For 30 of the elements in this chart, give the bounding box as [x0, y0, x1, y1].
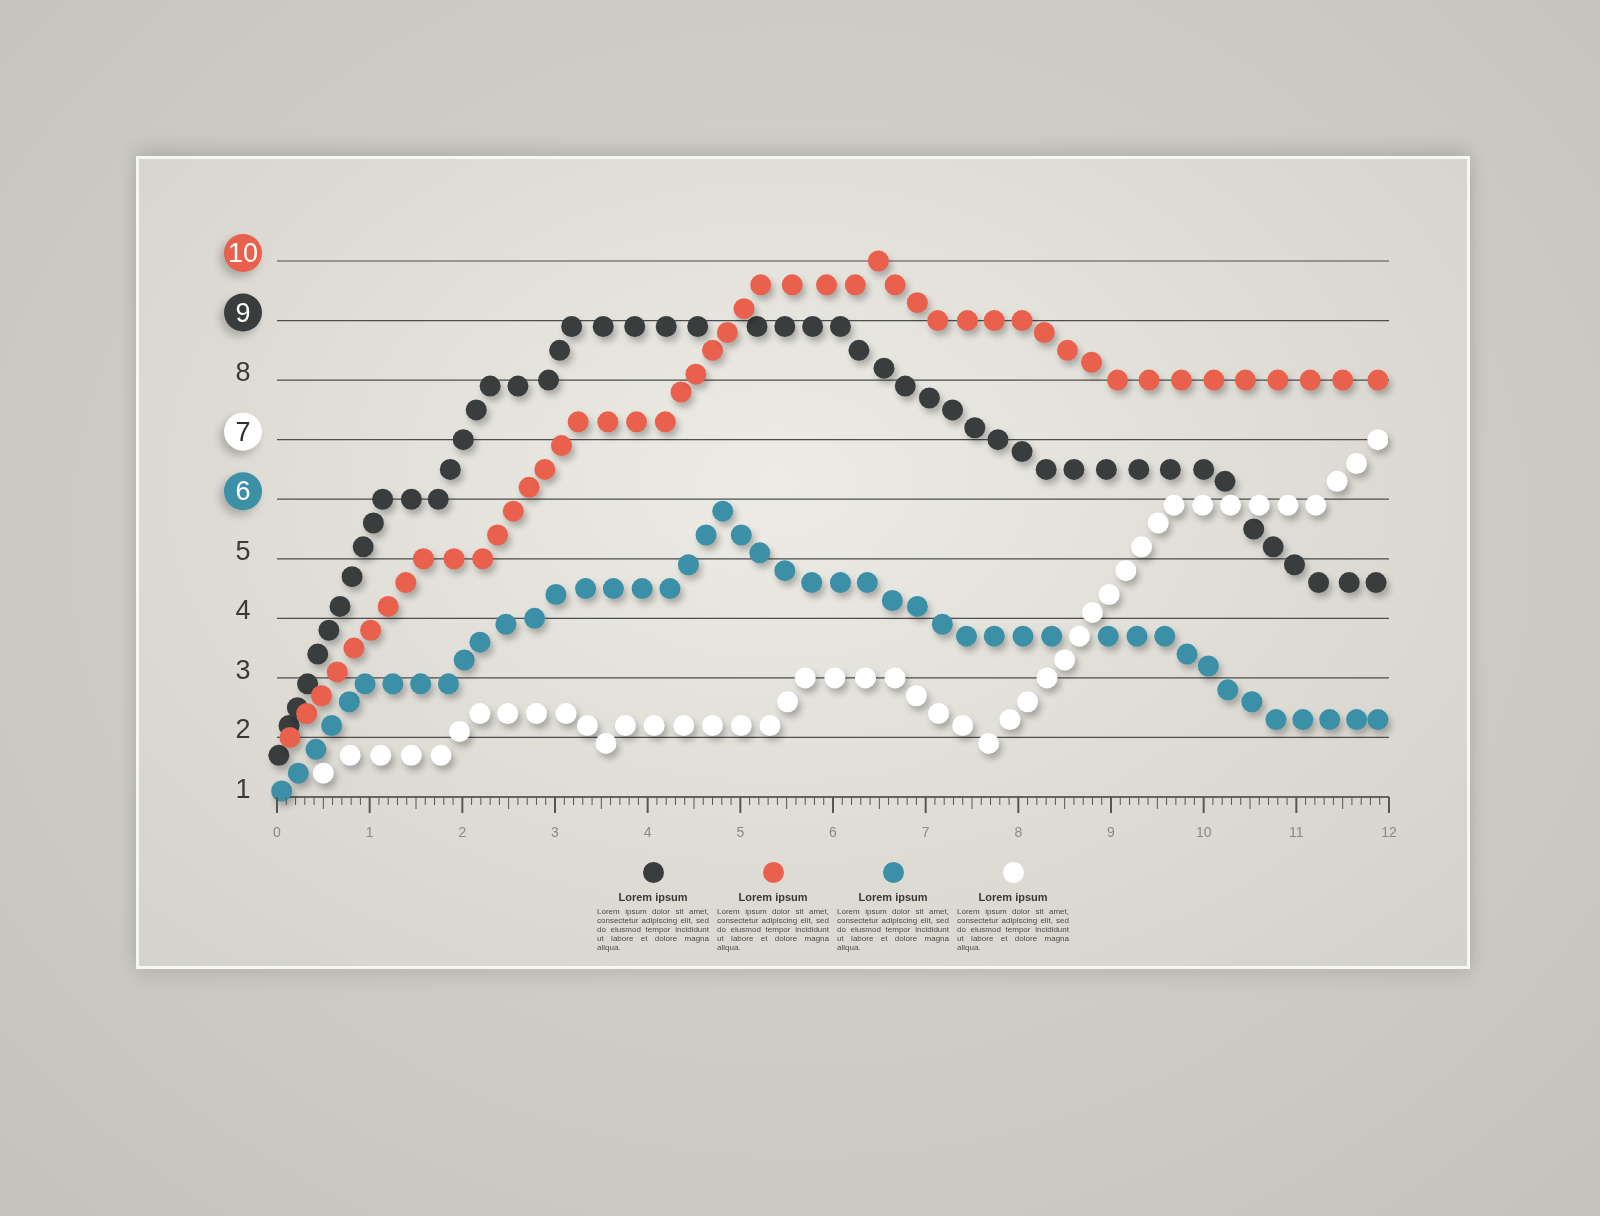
text: Lorem ipsum dolor sit amet, consectetur adipiscing elit, sed do eiusmod tempor incididunt ut labore et dolore magna aliqua. — [837, 907, 949, 952]
text: Lorem ipsum dolor sit amet, consectetur adipiscing elit, sed do eiusmod tempor incididunt ut labore et dolore magna aliqua. — [597, 907, 709, 952]
x-tick-label: 10 — [1195, 824, 1212, 840]
text: Lorem ipsum dolor sit amet, consectetur adipiscing elit, sed do eiusmod tempor incididunt ut labore et dolore magna aliqua. — [717, 907, 829, 952]
y-tick-label: 7 — [235, 416, 251, 447]
text: Lorem ipsum dolor sit amet, consectetur adipiscing elit, sed do eiusmod tempor incididunt ut labore et dolore magna aliqua. — [957, 907, 1069, 952]
y-tick-label: 3 — [235, 654, 251, 685]
x-tick-label: 3 — [551, 824, 560, 840]
legend-label: Lorem ipsum — [738, 891, 808, 903]
x-tick-label: 4 — [643, 824, 652, 840]
x-tick-label: 6 — [829, 824, 838, 840]
y-tick-label: 8 — [235, 357, 251, 388]
y-tick-label: 4 — [235, 595, 251, 626]
legend-label: Lorem ipsum — [858, 891, 928, 903]
x-tick-label: 5 — [736, 824, 745, 840]
x-tick-label: 1 — [365, 824, 374, 840]
y-tick-label: 6 — [235, 476, 251, 507]
x-tick-label: 8 — [1014, 824, 1023, 840]
x-tick-label: 2 — [458, 824, 467, 840]
x-tick-label: 11 — [1289, 824, 1304, 840]
x-tick-label: 12 — [1381, 824, 1397, 840]
x-tick-label: 0 — [273, 824, 282, 840]
x-tick-label: 9 — [1107, 824, 1116, 840]
legend-label: Lorem ipsum — [978, 891, 1048, 903]
legend-label: Lorem ipsum — [618, 891, 688, 903]
y-tick-label: 9 — [235, 297, 251, 328]
y-tick-label: 1 — [235, 774, 251, 804]
y-tick-label: 2 — [235, 714, 251, 745]
y-tick-label: 5 — [235, 535, 251, 566]
x-tick-label: 7 — [921, 824, 930, 840]
